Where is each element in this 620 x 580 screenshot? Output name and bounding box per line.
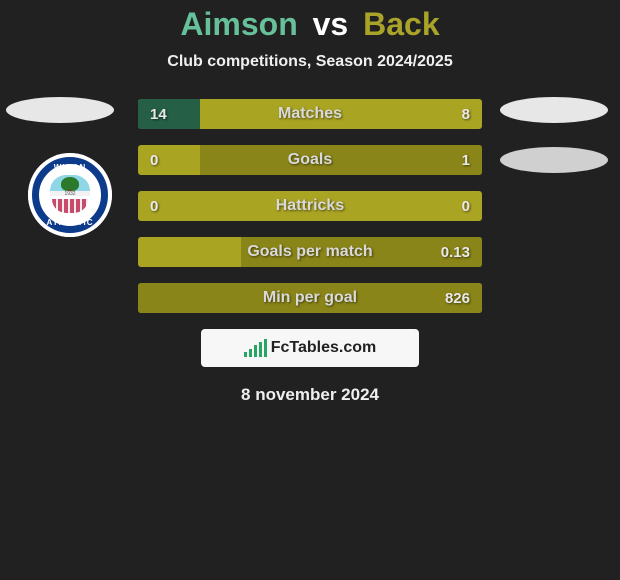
bar-value-left: 0 bbox=[150, 191, 158, 221]
bar-value-right: 1 bbox=[462, 145, 470, 175]
rows-area: WIGAN 1932 ATHLETIC Matches148Goals01Hat… bbox=[0, 99, 620, 313]
title-left-player: Aimson bbox=[180, 6, 297, 42]
date: 8 november 2024 bbox=[0, 385, 620, 405]
title-right-player: Back bbox=[363, 6, 440, 42]
crest-flowers bbox=[52, 199, 88, 213]
comparison-card: Aimson vs Back Club competitions, Season… bbox=[0, 0, 620, 405]
footer-logo-text: FcTables.com bbox=[271, 339, 377, 357]
player-silhouette-right bbox=[500, 97, 608, 123]
bar-label: Hattricks bbox=[138, 191, 482, 221]
page-title: Aimson vs Back bbox=[0, 6, 620, 43]
bar-row: Hattricks0 0 bbox=[138, 191, 482, 221]
bar-value-left: 14 bbox=[150, 99, 167, 129]
bar-value-right: 0.13 bbox=[441, 237, 470, 267]
club-crest-left: WIGAN 1932 ATHLETIC bbox=[28, 153, 112, 237]
bar-row: Goals per match0.13 bbox=[138, 237, 482, 267]
bar-row: Min per goal826 bbox=[138, 283, 482, 313]
subtitle: Club competitions, Season 2024/2025 bbox=[0, 53, 620, 71]
crest-band: 1932 bbox=[50, 191, 90, 196]
bar-label: Goals bbox=[138, 145, 482, 175]
bar-label: Goals per match bbox=[138, 237, 482, 267]
bar-label: Matches bbox=[138, 99, 482, 129]
bar-value-right: 0 bbox=[462, 191, 470, 221]
bar-row: Goals0 1 bbox=[138, 145, 482, 175]
title-vs: vs bbox=[313, 6, 349, 42]
bar-value-left: 0 bbox=[150, 145, 158, 175]
bar-row: Matches14 8 bbox=[138, 99, 482, 129]
crest-center: 1932 bbox=[46, 171, 94, 219]
player-silhouette-left bbox=[6, 97, 114, 123]
comparison-bars: Matches148Goals01Hattricks00Goals per ma… bbox=[138, 99, 482, 313]
fctables-icon bbox=[244, 339, 267, 357]
crest-text-bottom: ATHLETIC bbox=[39, 218, 101, 227]
bar-value-right: 8 bbox=[462, 99, 470, 129]
crest-ring: WIGAN 1932 ATHLETIC bbox=[32, 157, 108, 233]
club-silhouette-right bbox=[500, 147, 608, 173]
bar-label: Min per goal bbox=[138, 283, 482, 313]
bar-value-right: 826 bbox=[445, 283, 470, 313]
footer-logo: FcTables.com bbox=[201, 329, 419, 367]
